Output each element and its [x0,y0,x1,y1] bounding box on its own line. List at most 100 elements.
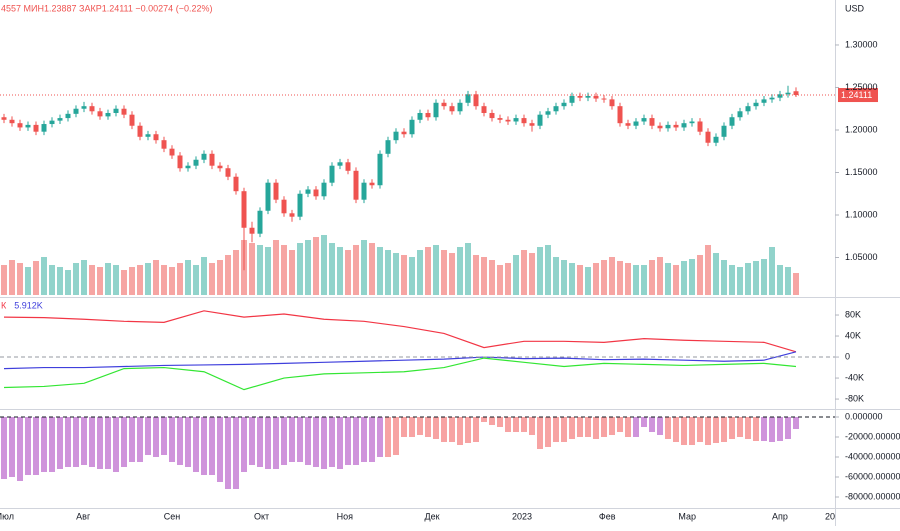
histogram-bar [497,417,503,427]
candle-body [577,95,583,98]
volume-bar [73,263,79,295]
volume-bar [89,265,95,295]
histogram-bar [113,417,119,472]
candle-body [681,123,687,128]
histogram-bar [33,417,39,475]
candle-body [281,199,287,214]
price-tick-label: 0 [845,351,850,361]
price-tick-label: -20000.000000 [845,431,900,441]
histogram-bar [513,417,519,432]
candle-body [721,125,727,137]
volume-bar [65,270,71,295]
histogram-bar [185,417,191,467]
volume-bar [665,263,671,295]
candle-body [545,111,551,115]
candle-body [177,155,183,169]
volume-bar [585,267,591,295]
volume-bar [369,243,375,295]
volume-bar [353,245,359,295]
volume-bar [393,253,399,295]
candle-body [633,121,639,126]
histogram-bar [753,417,759,441]
histogram-bar [217,417,223,482]
volume-bar [169,267,175,295]
candle-body [433,102,439,118]
histogram-bar [289,417,295,462]
volume-bar [721,260,727,295]
volume-bar [777,265,783,295]
volume-bar [569,263,575,295]
candle-body [665,124,671,129]
candle-body [337,162,343,166]
histogram-bar [377,417,383,457]
candle-body [225,168,231,177]
volume-bar [49,265,55,295]
histogram-bar [561,417,567,442]
candle-body [457,102,463,112]
candle-body [553,106,559,112]
histogram-bar [673,417,679,442]
histogram-bar [81,417,87,465]
histogram-bar [409,417,415,437]
histogram-bar [193,417,199,472]
volume-bar [793,273,799,295]
volume-bar [281,245,287,295]
candle-body [241,191,247,228]
candle-body [513,118,519,122]
volume-bar [1,265,7,295]
candle-body [673,124,679,128]
last-price-box [838,88,878,103]
candle-body [713,136,719,143]
volume-bar [345,250,351,295]
volume-bar [425,247,431,295]
candle-body [361,182,367,200]
histogram-bar [161,417,167,455]
histogram-bar [777,417,783,441]
volume-bar [489,260,495,295]
histogram-bar [321,417,327,469]
candle-body [121,108,127,115]
volume-bar [337,247,343,295]
legend-entry: 5.912K [14,300,43,310]
histogram-bar [641,417,647,427]
histogram-bar [625,417,631,437]
histogram-bar [313,417,319,467]
histogram-bar [129,417,135,462]
volume-bar [289,250,295,295]
histogram-bar [97,417,103,469]
candle-body [777,94,783,98]
volume-bar [497,265,503,295]
volume-bar [785,267,791,295]
volume-bar [617,261,623,295]
candle-body [41,124,47,132]
candle-body [217,165,223,169]
histogram-bar [745,417,751,439]
candle-body [89,106,95,112]
histogram-bar [209,417,215,475]
candle-body [137,125,143,137]
candle-body [305,189,311,194]
candle-body [785,92,791,95]
volume-bar [625,263,631,295]
volume-bar [409,257,415,295]
volume-bar [145,263,151,295]
volume-bar [689,259,695,295]
volume-bar [465,243,471,295]
volume-bar [705,245,711,295]
histogram-bar [761,417,767,441]
histogram-bar [201,417,207,475]
histogram-bar [601,417,607,437]
volume-bar [641,265,647,295]
candle-body [209,153,215,166]
candle-body [497,118,503,120]
price-tick-label: 1.20000 [845,124,878,134]
volume-bar [681,261,687,295]
volume-bar [609,257,615,295]
time-tick-label: Апр [772,511,788,521]
candle-body [641,118,647,122]
candle-body [585,95,591,98]
histogram-bar [41,417,47,472]
time-tick-label: 20 [825,511,835,521]
histogram-bar [9,417,15,477]
ohlc-header: 4557 МИН1.23887 ЗАКР1.24111 −0.00274 (−0… [1,3,212,13]
